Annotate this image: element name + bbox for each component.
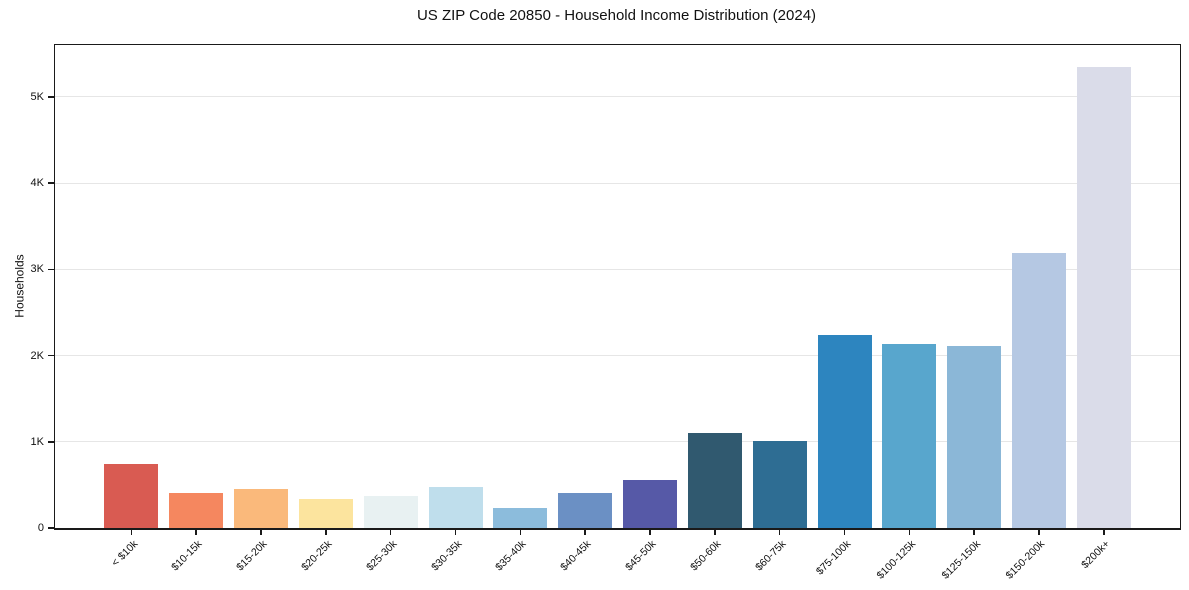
gridline-2K [55,355,1180,356]
bar-$40-45k [558,492,613,528]
x-tick-label: $25-30k [363,538,400,574]
bar-$45-50k [623,479,678,528]
y-tick-mark-1K [48,441,55,443]
y-tick-mark-5K [48,96,55,98]
x-tick-label: $40-45k [558,538,594,574]
x-tick-mark [843,530,846,535]
bar-$50-60k [687,433,742,528]
x-tick-mark [325,530,327,535]
bar-$15-20k [234,489,289,528]
x-tick-mark [973,530,975,535]
y-axis-label: Households [12,254,27,318]
x-tick-label: $20-25k [299,538,335,574]
x-tick-mark [454,530,457,535]
gridline-3K [55,268,1180,270]
bar-$60-75k [752,440,807,528]
x-tick-label: $35-40k [493,538,529,574]
y-tick-label: 1K [30,435,44,448]
bar-$35-40k [493,507,548,528]
x-tick-label: $150-200k [1003,538,1048,582]
bar-$75-100k [817,334,872,528]
chart-title: US ZIP Code 20850 - Household Income Dis… [416,7,817,24]
bar-$150-200k [1012,252,1067,528]
y-tick-label: 4K [30,177,44,189]
y-tick-mark-3K [48,268,55,270]
x-tick-mark [584,530,586,535]
x-tick-label: $125-150k [939,538,983,582]
bar-$200k+ [1076,67,1131,528]
y-tick-label: 2K [30,349,44,362]
bar-$10-15k [169,492,224,528]
y-tick-mark-4K [48,182,55,184]
bar-$20-25k [298,498,353,528]
y-tick-label: 5K [30,90,44,103]
y-tick-mark-0 [48,527,55,529]
gridline-4K [55,182,1180,184]
bar-< $10k [104,464,159,528]
x-tick-mark [389,530,392,535]
y-tick-mark-2K [48,354,55,357]
x-tick-mark [260,530,262,535]
bar-$125-150k [947,346,1002,528]
x-tick-label: $100-125k [874,538,918,582]
y-tick-label: 3K [30,263,44,276]
x-tick-label: $45-50k [623,538,659,574]
x-tick-mark [714,530,716,535]
x-tick-label: $30-35k [428,538,465,574]
x-tick-label: $75-100k [813,538,854,578]
x-tick-mark [195,530,197,535]
x-tick-label: $15-20k [234,538,270,574]
gridline-1K [55,441,1180,443]
x-tick-label: $50-60k [688,538,724,574]
gridline-5K [55,96,1180,98]
x-tick-label: $200k+ [1079,538,1113,572]
bar-$30-35k [428,486,483,528]
plot-area: 0 1K 2K 3K 4K 5K < $10k $10-15k $15-20k $20-25k $2… [31,44,1181,582]
x-tick-mark [1103,530,1105,535]
x-tick-mark [649,530,651,535]
x-tick-label: $10-15k [169,538,205,574]
x-tick-mark [778,530,781,535]
bar-$100-125k [882,344,937,528]
x-tick-mark [519,530,522,535]
x-tick-mark [1038,530,1040,535]
x-tick-label: $60-75k [752,538,789,574]
bar-$25-30k [363,496,418,528]
x-tick-label: < $10k [108,538,140,569]
x-tick-mark [130,530,133,535]
x-tick-mark [908,530,911,535]
y-tick-label: 0 [37,522,44,534]
